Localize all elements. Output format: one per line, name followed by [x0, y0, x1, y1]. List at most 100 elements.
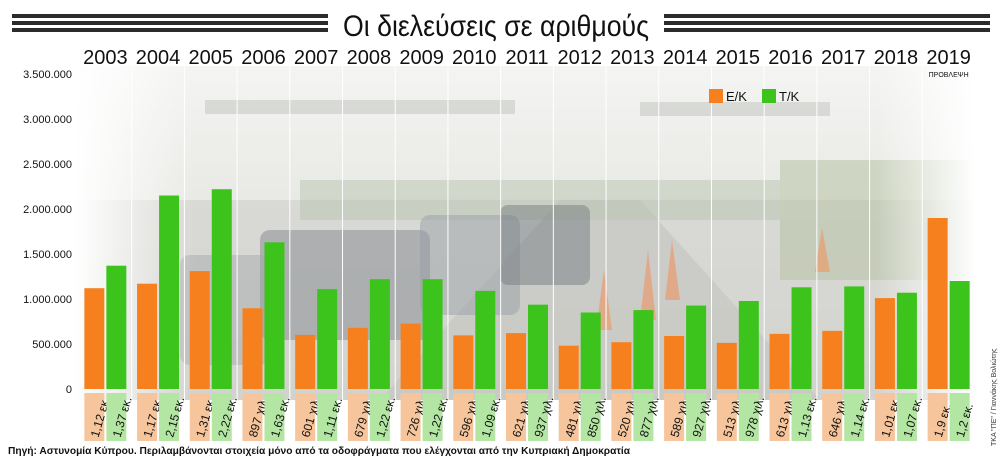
year-label: 2018 [874, 47, 919, 69]
title-block: Οι διελεύσεις σε αριθμούς [12, 10, 990, 43]
forecast-note: ΠΡΟΒΛΕΨΗ [929, 72, 969, 79]
value-label-band-tk [264, 393, 285, 441]
value-label-band-tk [580, 393, 601, 441]
y-tick-label: 3.500.000 [23, 69, 72, 81]
year-label: 2009 [399, 47, 444, 69]
value-label-band-ek [400, 393, 421, 441]
value-label-band-tk [791, 393, 812, 441]
bar-tk [475, 290, 496, 389]
year-label: 2016 [768, 47, 813, 69]
bar-tk [580, 312, 601, 389]
legend-swatch-ek [709, 89, 723, 103]
chart-title: Οι διελεύσεις σε αριθμούς [343, 10, 649, 43]
year-label: 2004 [136, 47, 181, 69]
y-tick-label: 3.000.000 [23, 114, 72, 126]
legend-label-tk: Τ/Κ [779, 89, 800, 104]
bar-tk [896, 292, 917, 389]
bar-ek [874, 298, 895, 389]
bar-ek [189, 271, 210, 389]
value-label-band-ek [611, 393, 632, 441]
value-label-band-tk [686, 393, 707, 441]
source-note: Πηγή: Αστυνομία Κύπρου. Περιλαμβάνονται … [8, 446, 631, 457]
value-label-band-tk [633, 393, 654, 441]
bar-tk [422, 279, 443, 389]
value-label-band-ek [242, 393, 263, 441]
year-label: 2003 [83, 47, 128, 69]
value-label-band-ek [84, 393, 105, 441]
year-label: 2008 [347, 47, 392, 69]
year-label: 2015 [716, 47, 761, 69]
bar-ek [453, 335, 474, 389]
value-label-band-ek [137, 393, 158, 441]
bar-ek [558, 345, 579, 389]
value-label-band-tk [159, 393, 180, 441]
value-label-band-ek [769, 393, 790, 441]
value-label-band-ek [506, 393, 526, 441]
bar-tk [738, 300, 759, 389]
year-label: 2005 [189, 47, 234, 69]
value-label-band-tk [738, 393, 759, 441]
value-label-band-tk [317, 393, 338, 441]
legend: Ε/Κ Τ/Κ [709, 89, 800, 104]
value-label-band-ek [716, 393, 737, 441]
year-label: 2012 [557, 47, 602, 69]
value-label-band-tk [844, 393, 865, 441]
value-label-band-ek [347, 393, 368, 441]
value-label-band-ek [822, 393, 843, 441]
bar-ek [137, 283, 158, 389]
bar-tk [791, 287, 812, 389]
bar-tk [159, 195, 180, 389]
y-tick-label: 1.500.000 [23, 249, 72, 261]
bar-tk [369, 279, 390, 389]
value-label-band-ek [927, 393, 948, 441]
bar-ek [927, 218, 948, 389]
bar-tk [844, 286, 865, 389]
credit-note: ΤΚΑ "ΠΕ" / Γιαννάκης Βολιώτης [990, 348, 998, 446]
title-rule-right [664, 14, 990, 32]
year-label: 2013 [610, 47, 655, 69]
y-tick-label: 500.000 [32, 339, 72, 351]
bar-tk [211, 189, 232, 389]
bar-tk [528, 304, 548, 389]
title-rule-left [12, 14, 328, 32]
bar-ek [347, 327, 368, 389]
bar-ek [506, 333, 526, 389]
bar-ek [295, 334, 316, 389]
year-label: 2014 [663, 47, 708, 69]
bar-ek [822, 330, 843, 389]
value-label-band-ek [664, 393, 685, 441]
legend-swatch-tk [762, 89, 776, 103]
bar-ek [84, 288, 105, 389]
year-label: 2017 [821, 47, 866, 69]
bar-tk [106, 265, 127, 389]
value-label-band-ek [874, 393, 895, 441]
value-label-band-tk [422, 393, 443, 441]
bar-tk [686, 305, 707, 389]
year-label: 2019 [926, 47, 971, 69]
value-label-band-tk [369, 393, 390, 441]
bar-ek [769, 333, 790, 389]
value-label-band-tk [896, 393, 917, 441]
bar-ek [664, 335, 685, 389]
legend-label-ek: Ε/Κ [726, 89, 747, 104]
y-axis: 3.500.000 3.000.000 2.500.000 2.000.000 1.50… [23, 69, 72, 396]
bar-tk [949, 281, 970, 389]
value-label-band-tk [949, 393, 970, 441]
year-label: 2007 [294, 47, 339, 69]
bar-tk [264, 242, 285, 389]
year-label: 2006 [241, 47, 286, 69]
year-label: 2010 [452, 47, 497, 69]
bar-tk [317, 289, 338, 389]
